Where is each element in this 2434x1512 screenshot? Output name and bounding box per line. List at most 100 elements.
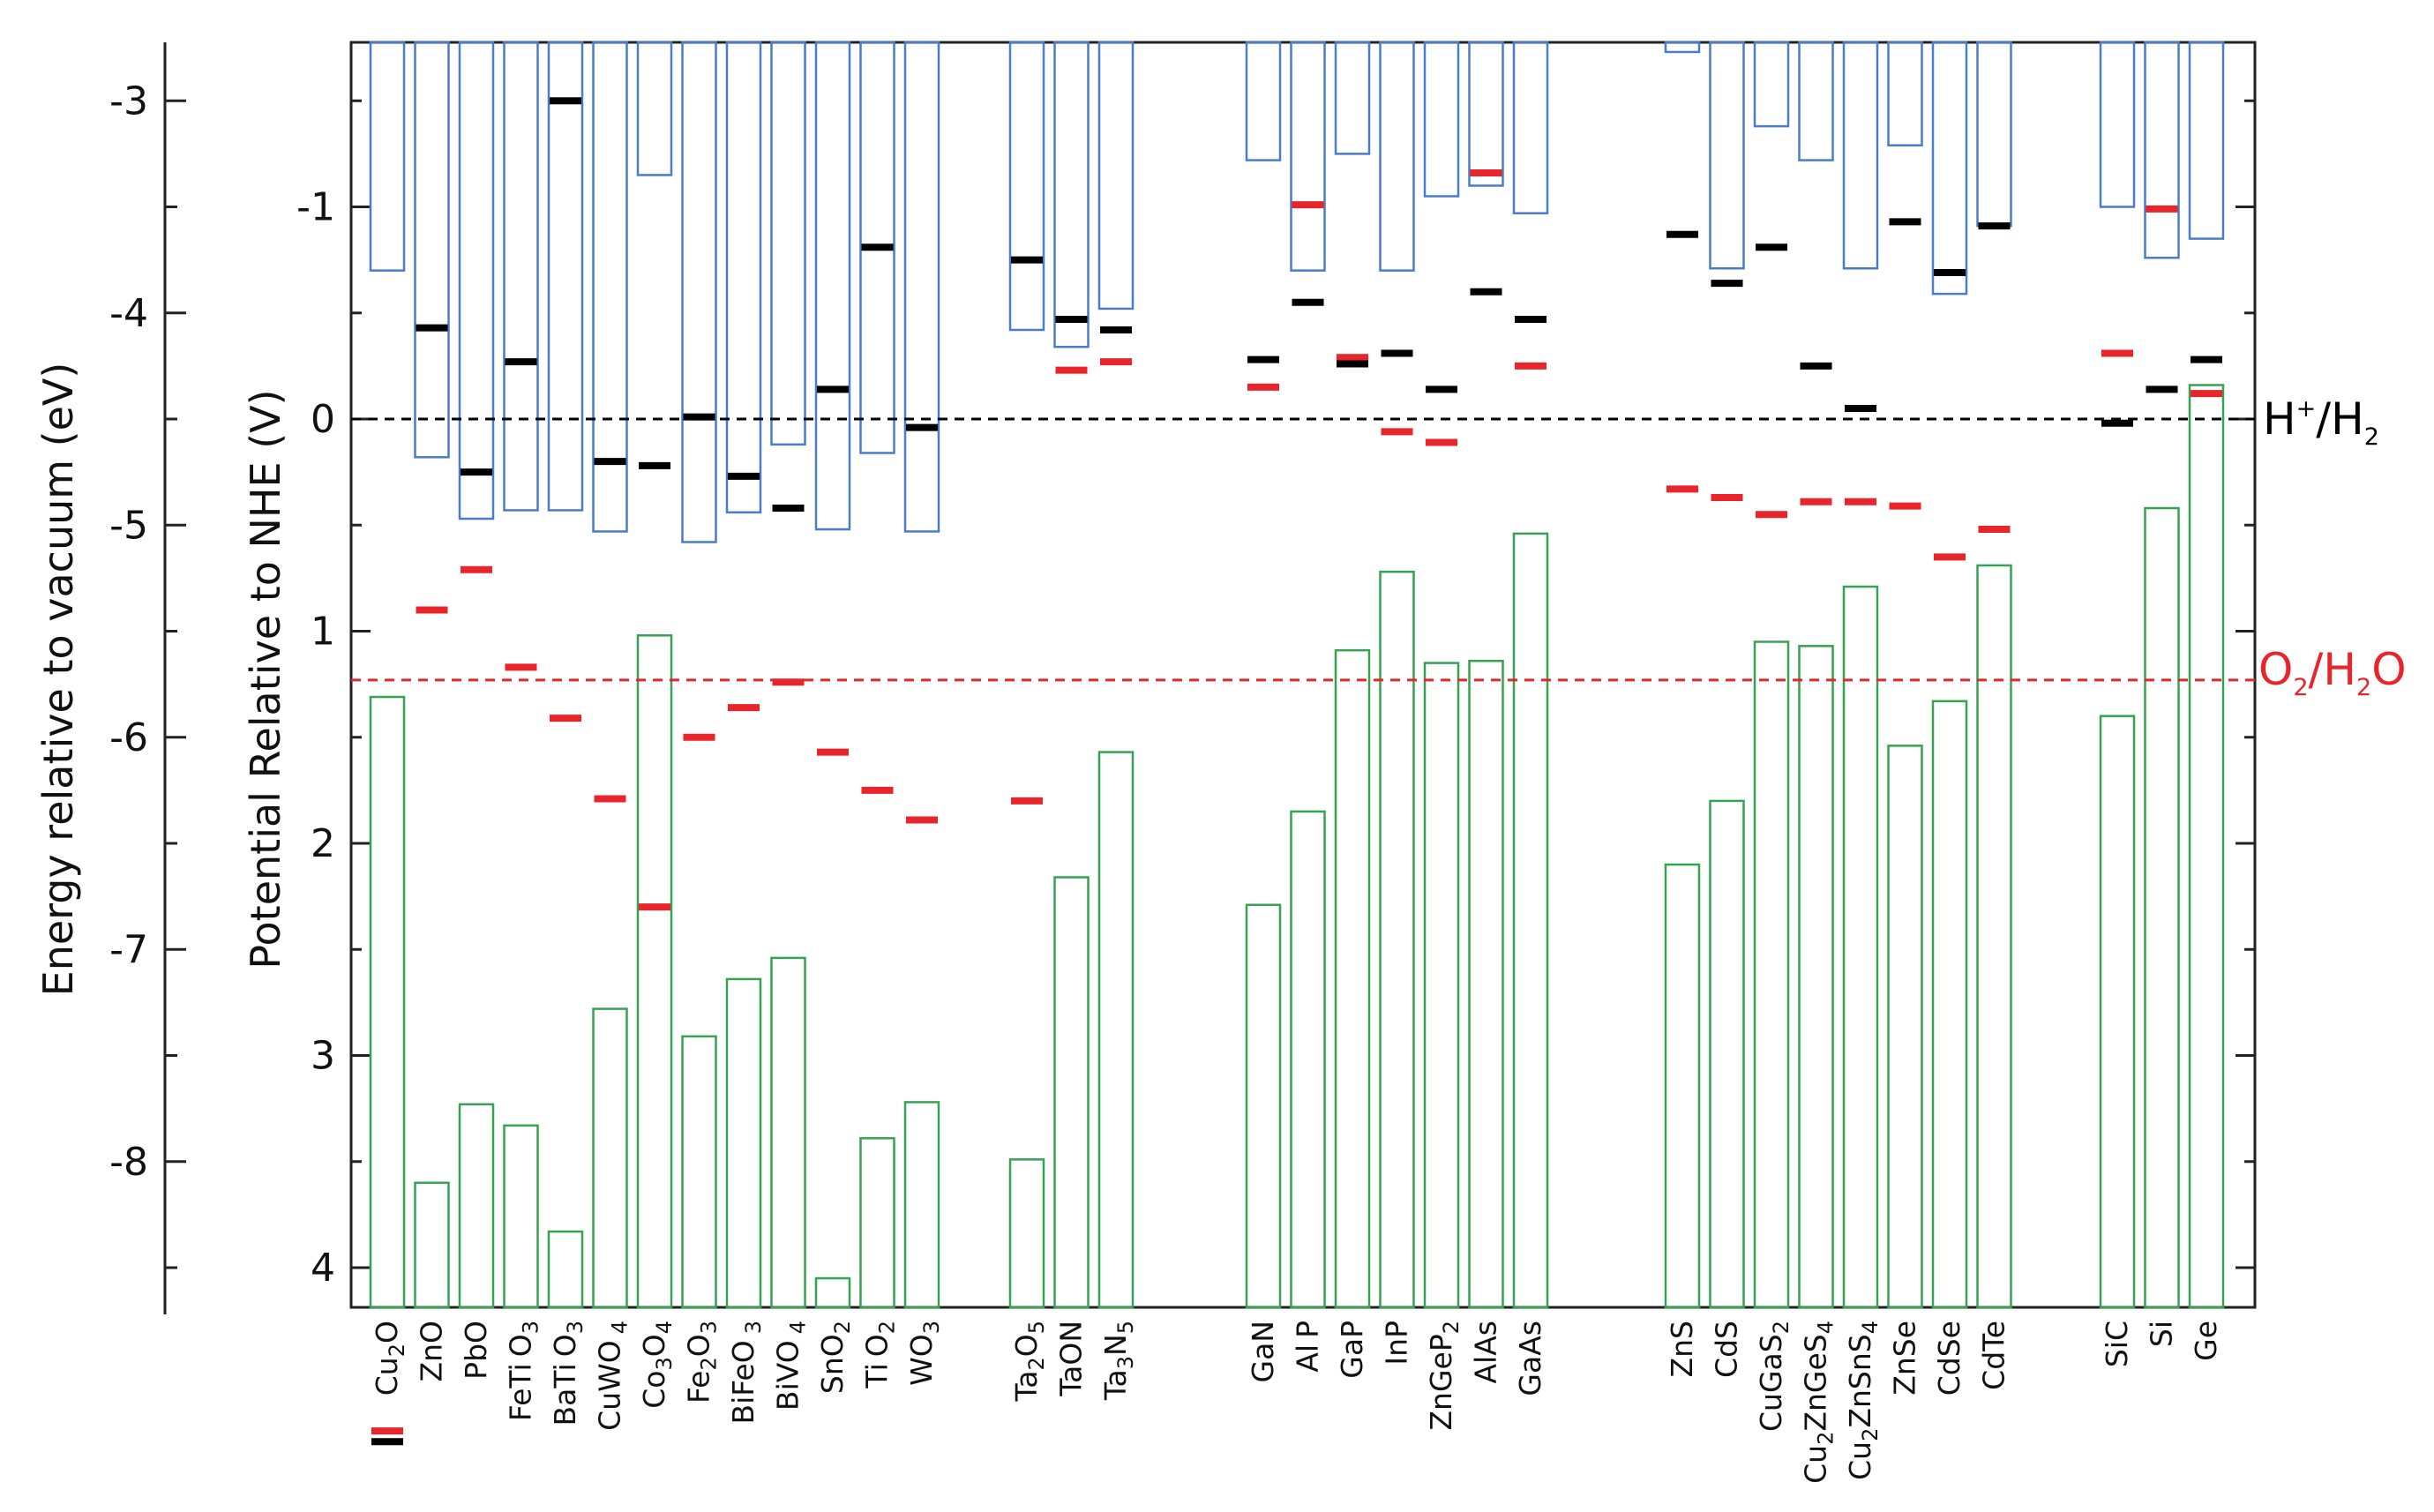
material-label: GaP (1335, 1321, 1369, 1379)
nhe-tick-label: 4 (311, 1246, 335, 1291)
valence-band-box (1709, 799, 1745, 1309)
material-label: BiFeO3 (726, 1321, 766, 1425)
band-boxes (369, 41, 2225, 1309)
valence-band-box (1842, 585, 1879, 1309)
valence-band-box (1423, 662, 1460, 1309)
conduction-band-box (814, 41, 851, 531)
conduction-band-box (636, 41, 673, 176)
material-label: Cu2O (370, 1321, 409, 1396)
right-axis-ticks: -1 0 1 2 3 4 (296, 99, 2255, 1291)
plot-frame (349, 41, 2257, 1309)
valence-band-box (1334, 648, 1371, 1309)
conduction-band-box (2099, 41, 2136, 208)
conduction-band-box (1798, 41, 1834, 161)
conduction-band-box (1290, 41, 1326, 272)
conduction-band-box (1753, 41, 1790, 128)
material-label: AlAs (1469, 1321, 1503, 1384)
material-labels: Cu2O ZnO PbO FeTiO3BaTiO3CuWO4Co3O4Fe2O3BiF… (370, 1321, 2223, 1484)
material-label: GaN (1246, 1321, 1280, 1382)
valence-band-box (903, 1101, 940, 1309)
conduction-band-box (1887, 41, 1923, 147)
valence-band-box (636, 634, 673, 1309)
left-tick-label: -6 (109, 715, 148, 760)
nhe-tick-label: 0 (311, 397, 335, 442)
material-label: Co3O4 (637, 1321, 677, 1409)
material-label: PbO (459, 1321, 493, 1380)
valence-band-box (1976, 564, 2012, 1309)
valence-band-box (369, 695, 406, 1309)
valence-band-box (1931, 700, 1968, 1309)
material-label: ZnGeP2 (1424, 1321, 1464, 1431)
material-label: TiO2 (860, 1321, 900, 1389)
left-tick-label: -3 (109, 79, 148, 124)
valence-band-box (1468, 659, 1504, 1309)
conduction-band-box (458, 41, 495, 520)
material-label: AlP (1291, 1321, 1325, 1373)
valence-band-box (770, 956, 806, 1309)
conduction-band-box (681, 41, 717, 543)
valence-band-box (1887, 745, 1923, 1309)
valence-band-box (814, 1276, 851, 1309)
conduction-band-box (414, 41, 450, 459)
valence-band-box (414, 1181, 450, 1309)
conduction-band-box (1976, 41, 2012, 228)
conduction-band-box (1468, 41, 1504, 187)
conduction-band-box (1334, 41, 1371, 155)
conduction-band-box (1931, 41, 1968, 296)
material-label: BiVO4 (771, 1321, 811, 1411)
valence-band-box (2144, 506, 2180, 1309)
valence-band-box (503, 1124, 539, 1309)
material-label: Si (2145, 1321, 2179, 1347)
left-axis-ticks: -3 -4 -5 -6 -7 -8 (109, 79, 186, 1269)
right-axis-title: Potential Relative to NHE (V) (242, 389, 289, 969)
valence-band-box (2099, 715, 2136, 1309)
material-label: Cu2ZnGeS4 (1799, 1321, 1839, 1484)
left-axis-title: Energy relative to vacuum (eV) (34, 363, 82, 997)
valence-band-box (1798, 645, 1834, 1309)
material-label: SiC (2100, 1321, 2134, 1367)
nhe-tick-label: 2 (311, 821, 335, 866)
material-label: InP (1380, 1321, 1414, 1366)
conduction-band-box (1423, 41, 1460, 198)
conduction-band-box (1379, 41, 1415, 272)
valence-band-box (725, 977, 762, 1309)
valence-band-box (547, 1230, 584, 1309)
conduction-band-box (1842, 41, 1879, 270)
left-tick-label: -5 (109, 503, 148, 548)
nhe-tick-label: -1 (296, 185, 335, 230)
valence-band-box (1512, 532, 1549, 1309)
valence-band-box (2188, 384, 2225, 1309)
conduction-band-box (592, 41, 628, 533)
material-label: ZnO (415, 1321, 449, 1382)
valence-band-box (1008, 1158, 1045, 1309)
left-tick-label: -7 (109, 927, 148, 972)
material-label: CuGaS2 (1754, 1321, 1794, 1432)
material-label: GaAs (1513, 1321, 1547, 1396)
conduction-band-box (1008, 41, 1045, 332)
potential-marks (371, 97, 2222, 1446)
valence-band-box (458, 1103, 495, 1309)
material-label: TaON (1054, 1321, 1089, 1397)
conduction-band-box (2188, 41, 2225, 240)
nhe-tick-label: 3 (311, 1034, 335, 1079)
conduction-band-box (369, 41, 406, 272)
valence-band-box (1053, 876, 1090, 1309)
material-label: CdSe (1932, 1321, 1966, 1396)
left-tick-label: -8 (109, 1140, 148, 1185)
conduction-band-box (1053, 41, 1090, 348)
material-label: FeTiO3 (504, 1321, 543, 1421)
conduction-band-box (903, 41, 940, 533)
conduction-band-box (1097, 41, 1135, 311)
nhe-tick-label: 1 (311, 610, 335, 655)
h-ref-label: H+/H2 (2263, 393, 2379, 451)
material-label: Cu2ZnSnS4 (1843, 1321, 1883, 1480)
material-label: SnO2 (815, 1321, 855, 1394)
o-ref-label: O2/H2O (2258, 644, 2407, 701)
conduction-band-box (859, 41, 895, 454)
material-label: CdTe (1977, 1321, 2011, 1390)
material-label: BaTiO3 (548, 1321, 588, 1426)
valence-band-box (1097, 751, 1135, 1309)
valence-band-box (1245, 903, 1282, 1309)
conduction-band-box (547, 41, 584, 512)
